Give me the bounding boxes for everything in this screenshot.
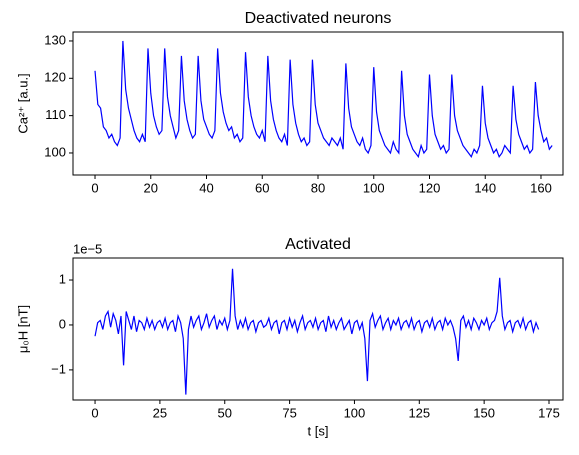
y-axis-label: μ₀H [nT] [15, 305, 30, 353]
axes-title: Activated [285, 236, 351, 253]
y-tick-label: 100 [44, 144, 66, 159]
x-tick-label: 20 [144, 180, 158, 195]
x-tick-label: 160 [530, 180, 552, 195]
x-tick-label: 100 [363, 180, 385, 195]
x-tick-label: 80 [311, 180, 325, 195]
x-tick-label: 50 [218, 405, 232, 420]
x-tick-label: 120 [419, 180, 441, 195]
x-tick-label: 150 [473, 405, 495, 420]
y-tick-label: 1 [59, 271, 66, 286]
x-tick-label: 175 [538, 405, 560, 420]
x-tick-label: 0 [91, 405, 98, 420]
x-axis-label: t [s] [308, 423, 329, 438]
y-tick-label: 0 [59, 316, 66, 331]
y-tick-label: 120 [44, 70, 66, 85]
offset-label: 1e−5 [73, 241, 102, 256]
axes-title: Deactivated neurons [245, 10, 392, 27]
y-axis-label: Ca²⁺ [a.u.] [15, 73, 30, 133]
y-tick-label: 130 [44, 32, 66, 47]
x-tick-label: 100 [344, 405, 366, 420]
x-tick-label: 0 [91, 180, 98, 195]
x-tick-label: 25 [153, 405, 167, 420]
x-tick-label: 60 [255, 180, 269, 195]
data-line [94, 40, 553, 159]
x-tick-label: 125 [408, 405, 430, 420]
y-tick-label: −1 [51, 361, 66, 376]
axes-frame [72, 257, 564, 401]
x-tick-label: 75 [282, 405, 296, 420]
y-tick-label: 110 [45, 107, 66, 122]
x-tick-label: 40 [199, 180, 213, 195]
data-line [94, 268, 540, 395]
x-tick-label: 140 [474, 180, 496, 195]
